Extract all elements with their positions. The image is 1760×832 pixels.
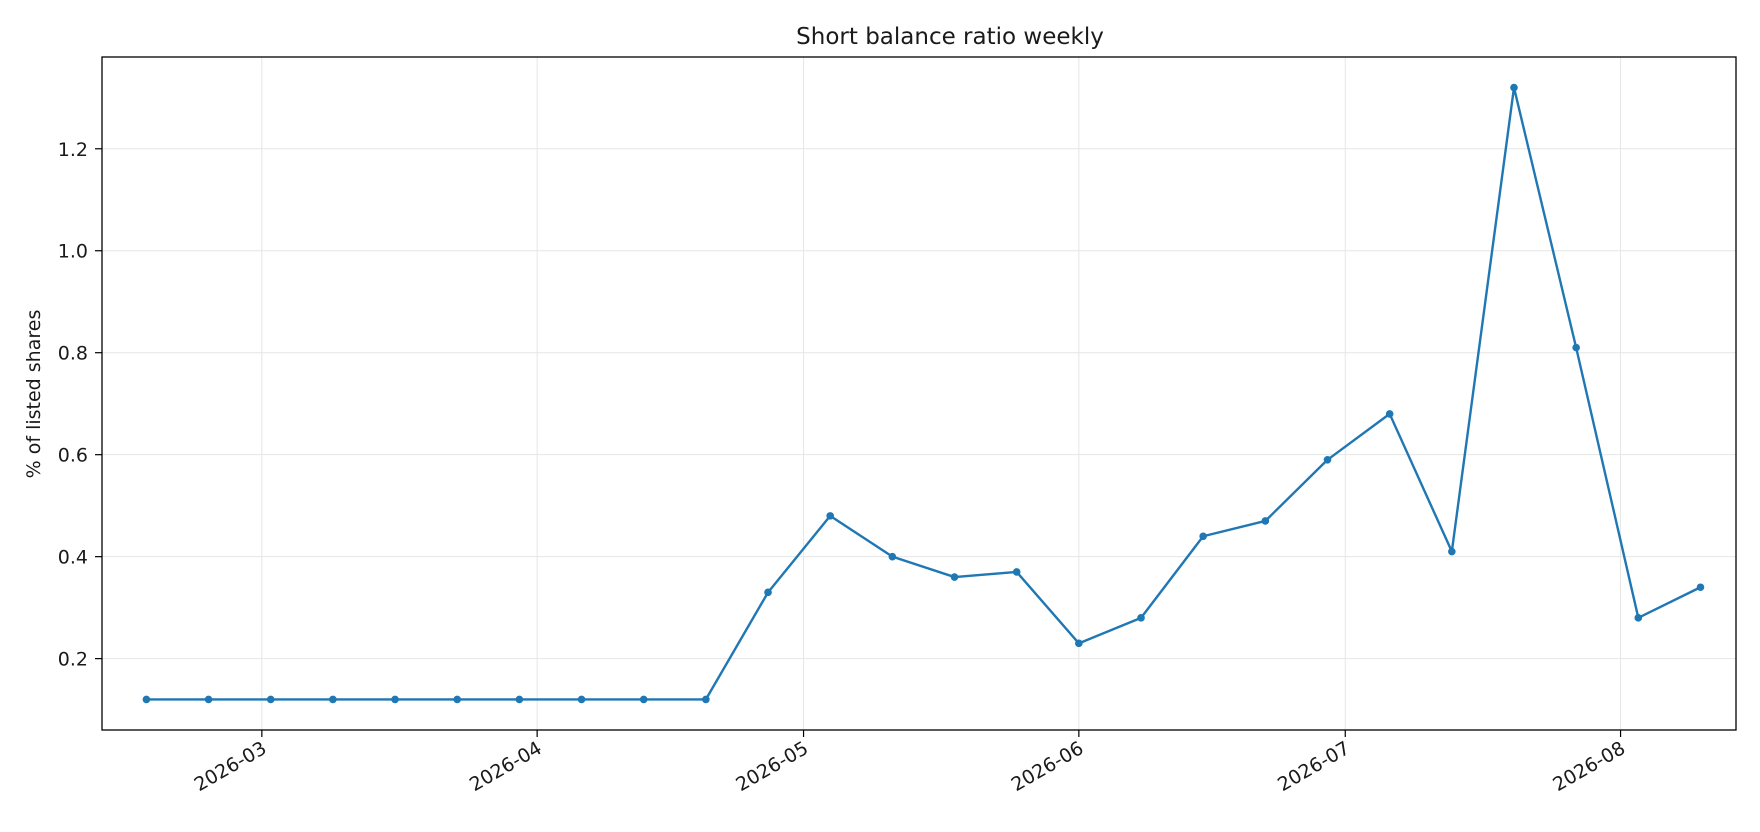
data-point [702,695,710,704]
data-point [950,573,959,581]
data-point [391,695,399,704]
plot-frame [101,56,1737,731]
series-line-group [142,83,1705,704]
y-tick-label: 0.4 [58,547,88,569]
y-tick-label: 0.2 [58,649,88,671]
y-tick-label: 1.0 [58,241,88,263]
data-point [1448,547,1456,556]
data-point [1696,583,1705,592]
data-point [1012,568,1021,576]
data-point [826,512,834,520]
data-point [1199,532,1207,541]
y-axis-label: % of listed shares [23,310,45,479]
data-point [1323,455,1332,464]
data-point [1634,614,1643,622]
data-point [577,695,586,704]
data-point [1137,614,1145,622]
chart-title: Short balance ratio weekly [796,24,1104,50]
data-point [764,588,772,597]
y-tick-label: 1.2 [58,139,88,161]
data-point [1385,410,1394,418]
data-point [888,552,897,561]
data-point [453,695,462,704]
series-line [146,86,1702,701]
y-tick-label: 0.8 [58,343,88,365]
y-tick-label: 0.6 [58,445,88,467]
data-point [1572,343,1580,352]
data-point [515,695,524,704]
grid-lines [102,57,1736,730]
data-point [204,695,213,704]
data-point [142,695,151,704]
data-point [329,695,337,704]
data-point [1075,639,1083,648]
data-point [266,695,275,704]
data-point [1510,83,1518,92]
data-point [639,695,648,704]
data-point [1261,517,1270,525]
